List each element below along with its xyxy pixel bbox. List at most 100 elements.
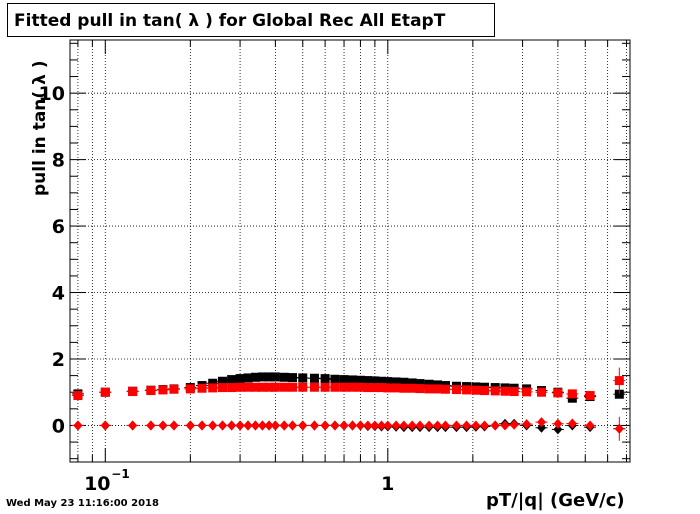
plot-frame-rect: [69, 39, 631, 463]
axis-ticks: [70, 40, 630, 462]
data-point-square: [509, 387, 519, 397]
data-point-diamond: [462, 420, 472, 431]
data-point-square: [208, 378, 218, 388]
data-point-diamond: [348, 420, 358, 431]
data-point-square: [522, 387, 532, 397]
data-point-square: [320, 382, 330, 392]
data-point-square: [363, 383, 373, 393]
data-point-square: [288, 373, 298, 383]
data-point-square: [250, 372, 260, 382]
data-point-diamond: [424, 420, 434, 431]
data-point-diamond: [377, 420, 387, 431]
data-point-diamond: [264, 420, 274, 431]
data-point-square: [279, 382, 289, 392]
data-point-square: [480, 386, 490, 396]
data-point-square: [309, 373, 319, 383]
data-point-square: [415, 379, 425, 389]
chart-title: Fitted pull in tan( λ ) for Global Rec A…: [14, 11, 446, 31]
data-point-diamond: [553, 424, 563, 435]
data-point-square: [320, 374, 330, 384]
data-point-diamond: [440, 420, 450, 431]
data-point-square: [218, 383, 228, 393]
data-point-square: [100, 387, 110, 397]
data-point-diamond: [399, 420, 409, 431]
data-point-diamond: [433, 420, 443, 431]
y-tick-label: 8: [52, 150, 65, 172]
data-point-diamond: [363, 420, 373, 431]
data-point-square: [355, 382, 365, 392]
data-point-square: [391, 377, 401, 387]
data-point-square: [264, 382, 274, 392]
data-point-diamond: [73, 420, 83, 431]
data-point-diamond: [158, 420, 168, 431]
data-point-diamond: [100, 420, 110, 431]
data-point-square: [370, 383, 380, 393]
data-point-diamond: [471, 420, 481, 431]
data-point-diamond: [227, 420, 237, 431]
data-point-square: [585, 391, 595, 401]
data-point-square: [235, 374, 245, 384]
data-point-diamond: [415, 420, 425, 431]
data-point-diamond: [480, 420, 490, 431]
data-point-square: [235, 382, 245, 392]
data-point-square: [158, 385, 168, 395]
data-point-diamond: [509, 419, 519, 430]
data-point-square: [257, 382, 267, 392]
data-point-square: [257, 372, 267, 382]
data-point-diamond: [243, 420, 253, 431]
data-point-square: [288, 382, 298, 392]
data-point-square: [462, 385, 472, 395]
data-point-square: [399, 383, 409, 393]
data-point-square: [553, 388, 563, 398]
data-point-diamond: [288, 420, 298, 431]
data-point-diamond: [185, 420, 195, 431]
data-point-square: [471, 385, 481, 395]
data-point-square: [363, 376, 373, 386]
data-point-diamond: [537, 422, 547, 433]
data-point-diamond: [500, 420, 510, 431]
data-point-square: [370, 376, 380, 386]
data-point-square: [243, 382, 253, 392]
data-point-diamond: [370, 420, 380, 431]
data-point-square: [407, 383, 417, 393]
data-point-square: [279, 372, 289, 382]
data-point-square: [169, 384, 179, 394]
data-point-square: [309, 382, 319, 392]
data-point-square: [270, 372, 280, 382]
data-point-square: [330, 374, 340, 384]
data-point-diamond: [218, 420, 228, 431]
data-point-square: [355, 375, 365, 385]
x-tick-label: 10: [84, 473, 110, 495]
title-box: Fitted pull in tan( λ ) for Global Rec A…: [7, 3, 495, 37]
data-point-square: [330, 382, 340, 392]
y-tick-label: 2: [52, 349, 65, 371]
data-point-square: [197, 383, 207, 393]
plot-frame: [69, 39, 631, 463]
data-point-square: [243, 373, 253, 383]
data-point-diamond: [391, 420, 401, 431]
data-point-diamond: [235, 420, 245, 431]
data-point-diamond: [279, 420, 289, 431]
data-point-square: [227, 375, 237, 385]
data-point-diamond: [522, 419, 532, 430]
data-point-diamond: [197, 420, 207, 431]
data-point-square: [218, 376, 228, 386]
data-point-square: [377, 383, 387, 393]
data-point-square: [348, 382, 358, 392]
x-tick-label: 1: [381, 473, 394, 495]
data-point-square: [339, 382, 349, 392]
data-point-square: [377, 376, 387, 386]
data-point-square: [490, 386, 500, 396]
y-tick-label: 10: [39, 83, 65, 105]
data-point-diamond: [451, 420, 461, 431]
data-point-square: [208, 383, 218, 393]
data-point-diamond: [250, 420, 260, 431]
data-point-square: [433, 384, 443, 394]
data-point-square: [407, 378, 417, 388]
data-point-square: [440, 384, 450, 394]
data-point-diamond: [490, 420, 500, 431]
data-point-diamond: [257, 420, 267, 431]
data-point-square: [298, 382, 308, 392]
timestamp: Wed May 23 11:16:00 2018: [6, 498, 159, 509]
